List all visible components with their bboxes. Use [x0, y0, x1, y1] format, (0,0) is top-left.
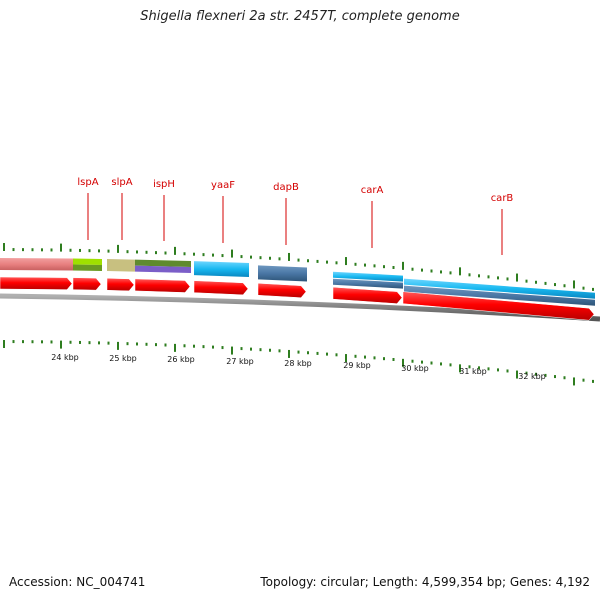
cds-arrow-8 [402, 291, 595, 321]
lower-tick-row [3, 340, 594, 386]
cds-arrow-2 [72, 277, 102, 291]
feature-box-carA-bottom [333, 278, 403, 289]
cds-arrow-1 [0, 276, 73, 290]
accession-label: Accession: NC_004741 [9, 575, 146, 589]
gene-label-lspA: lspA [77, 177, 98, 188]
gene-label-carA: carA [361, 185, 384, 196]
cds-arrow-5 [193, 280, 249, 296]
scale-label: 27 kbp [226, 357, 254, 366]
gene-label-dapB: dapB [273, 182, 299, 193]
scale-label: 24 kbp [51, 353, 79, 362]
gene-label-ispH: ispH [153, 179, 175, 190]
feature-box-carB-bottom [404, 285, 595, 306]
cds-arrow-6 [257, 282, 307, 298]
feature-box-carB-top [404, 278, 595, 299]
scale-label: 25 kbp [109, 354, 137, 363]
scale-label: 32 kbp [518, 372, 546, 381]
feature-box-lspA-top [73, 258, 102, 265]
cds-arrow-7 [332, 286, 403, 304]
feature-box-ispH-top [135, 259, 191, 268]
feature-box-dapB [258, 265, 307, 282]
gene-label-yaaF: yaaF [211, 180, 235, 191]
feature-box-yaaF [194, 261, 249, 278]
cds-arrow-3 [106, 277, 135, 292]
cds-arrow-4 [134, 278, 191, 293]
genome-summary: Topology: circular; Length: 4,599,354 bp… [260, 575, 590, 589]
scale-label: 28 kbp [284, 359, 312, 368]
scale-label: 26 kbp [167, 355, 195, 364]
feature-box-slpA [107, 259, 135, 272]
gene-label-carB: carB [491, 193, 514, 204]
scale-label: 30 kbp [401, 364, 429, 373]
map-title: Shigella flexneri 2a str. 2457T, complet… [140, 9, 460, 24]
gene-label-slpA: slpA [111, 177, 132, 188]
scale-label: 31 kbp [459, 367, 487, 376]
upper-tick-row [3, 243, 594, 291]
feature-box-ispH-bottom [135, 265, 191, 274]
feature-box-carA-top [333, 271, 403, 282]
feature-box-lspA-bottom [73, 264, 102, 271]
scale-label: 29 kbp [343, 361, 371, 370]
feature-box-1 [0, 258, 73, 271]
